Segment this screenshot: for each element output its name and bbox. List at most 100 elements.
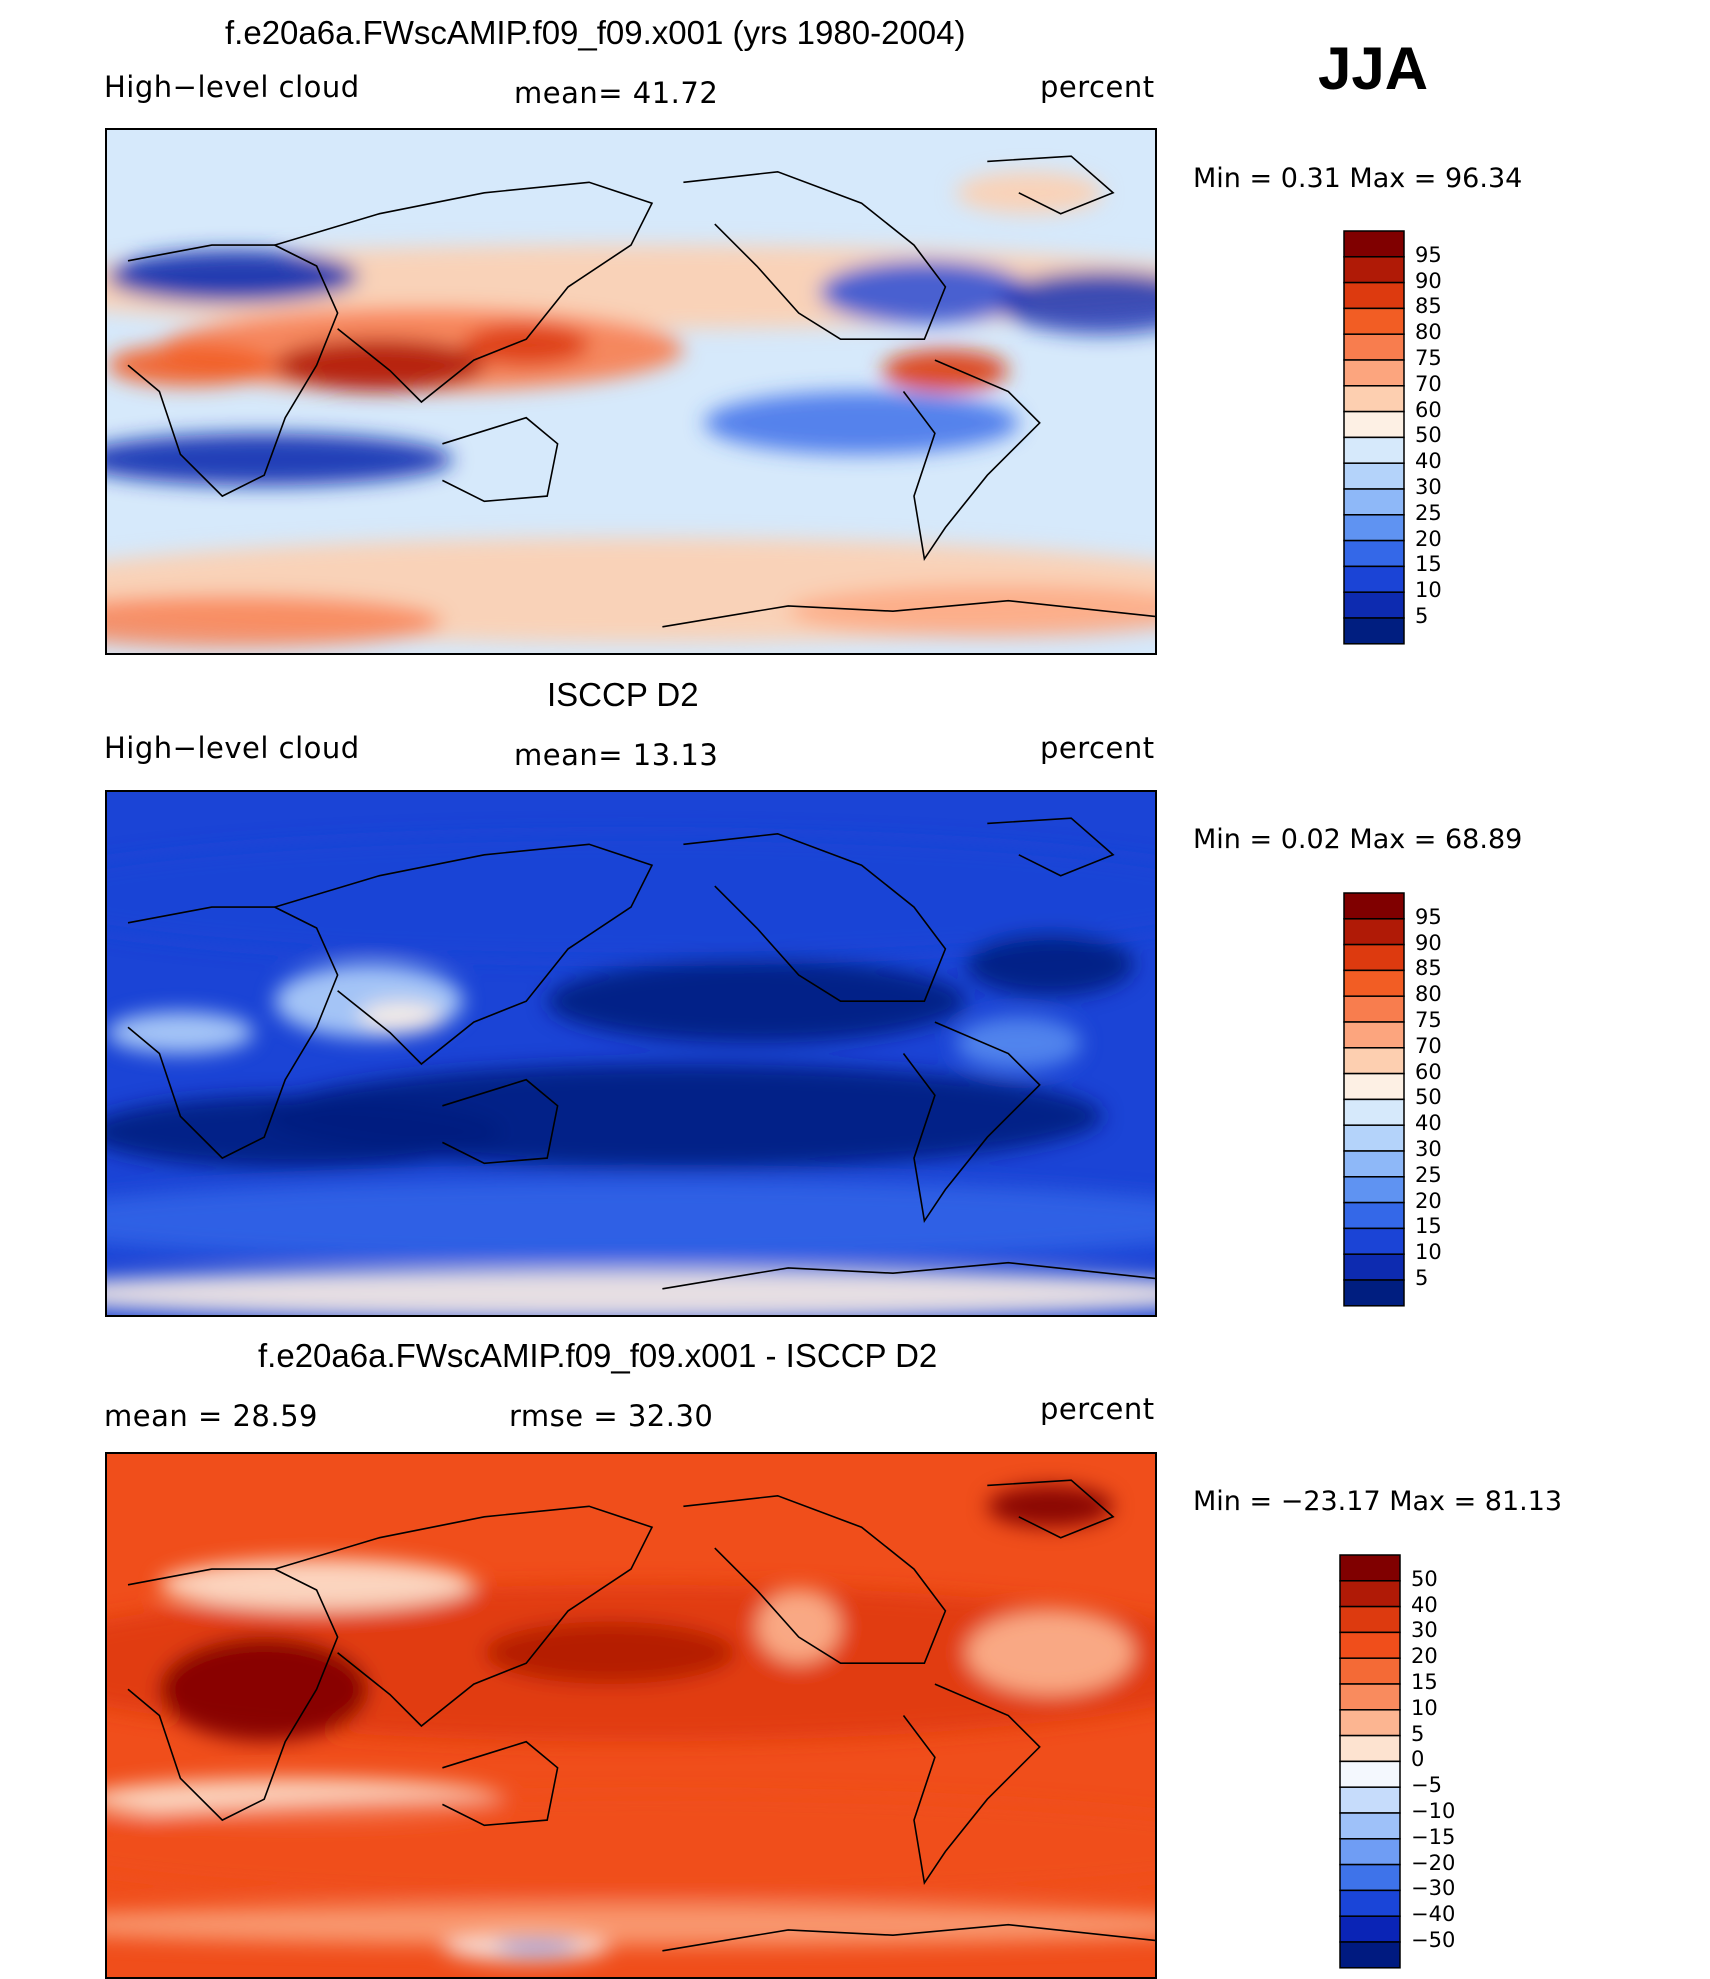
colorbar-tick-label: 75 (1415, 1008, 1442, 1032)
field-contour-region (704, 391, 1019, 455)
colorbar-tick-label: 40 (1415, 449, 1442, 474)
colorbar-tick-label: 40 (1411, 1592, 1438, 1617)
coastline (683, 832, 947, 1002)
colorbar-swatch (1343, 1047, 1405, 1075)
coastline (902, 359, 1041, 562)
colorbar-tick-label: −40 (1411, 1902, 1456, 1927)
coastline (987, 817, 1115, 877)
field-contour-region (159, 1558, 474, 1611)
coastline (987, 155, 1115, 215)
colorbar-tick-label: 20 (1411, 1644, 1438, 1669)
colorbar-swatch (1343, 1072, 1405, 1101)
colorbar-swatch (1343, 359, 1405, 387)
colorbar-swatch (1343, 1021, 1405, 1049)
mean-label-model: mean= 41.72 (514, 76, 719, 110)
field-contour-region (107, 1903, 1155, 1946)
coastline (127, 906, 339, 1160)
colorbar-tick-label: 10 (1415, 578, 1442, 603)
colorbar-tick-label: 0 (1411, 1747, 1425, 1772)
field-contour-region (107, 1267, 1155, 1315)
colorbar-swatch (1343, 385, 1405, 413)
colorbar-swatch (1343, 410, 1405, 439)
mean-label-obs: mean= 13.13 (514, 738, 719, 772)
colorbar-swatch (1339, 1915, 1401, 1943)
colorbar-tick-label: 70 (1415, 371, 1442, 396)
colorbar-swatch (1339, 1580, 1401, 1608)
colorbar-tick-label: 50 (1415, 423, 1442, 448)
colorbar-tick-label: 40 (1415, 1111, 1442, 1136)
colorbar-swatch (1339, 1631, 1401, 1659)
colorbar-swatch (1339, 1889, 1401, 1917)
field-contour-region (987, 1485, 1114, 1528)
colorbar-swatch (1343, 918, 1405, 946)
colorbar-tick-label: 50 (1415, 1085, 1442, 1110)
field-contour-region (107, 1179, 1155, 1263)
colorbar-swatch (1343, 1150, 1405, 1178)
field-label-model: High−level cloud (104, 70, 360, 104)
panel-title-model: f.e20a6a.FWscAMIP.f09_f09.x001 (yrs 1980… (225, 14, 966, 51)
colorbar-swatch (1343, 892, 1405, 920)
colorbar-tick-label: 20 (1415, 1188, 1442, 1213)
coastline (127, 1568, 339, 1822)
field-contour-region (997, 271, 1155, 334)
colorbar-swatch (1343, 1227, 1405, 1255)
colorbar-tick-label: −15 (1411, 1824, 1456, 1849)
field-label-obs: High−level cloud (104, 731, 360, 765)
units-label-diff: percent (1040, 1392, 1155, 1426)
panel-title-diff: f.e20a6a.FWscAMIP.f09_f09.x001 - ISCCP D… (258, 1337, 938, 1374)
colorbar-tick-label: 80 (1415, 320, 1442, 345)
colorbar-swatch (1339, 1941, 1401, 1969)
map-diff (105, 1452, 1157, 1979)
colorbar-tick-label: −20 (1411, 1850, 1456, 1875)
colorbar-tick-label: 50 (1411, 1566, 1438, 1591)
colorbar-swatch (1343, 333, 1405, 361)
coastline (274, 1505, 654, 1728)
colorbar-tick-label: 5 (1415, 604, 1429, 628)
colorbar-swatch (1339, 1786, 1401, 1814)
colorbar-tick-label: 10 (1411, 1695, 1438, 1720)
colorbar-tick-label: 60 (1415, 1059, 1442, 1084)
colorbar-tick-label: −50 (1411, 1928, 1456, 1952)
field-contour-region (107, 1793, 1155, 1899)
field-contour-region (966, 1610, 1135, 1695)
coastline (274, 843, 654, 1066)
colorbar-swatch (1339, 1554, 1401, 1582)
coastline (902, 1021, 1041, 1224)
panel-title-obs: ISCCP D2 (547, 676, 699, 713)
field-contour-region (955, 1016, 1082, 1070)
colorbar-swatch (1339, 1760, 1401, 1788)
colorbar-swatch (1343, 281, 1405, 310)
field-contour-region (882, 349, 1009, 392)
coastline (987, 1479, 1115, 1539)
season-label: JJA (1318, 35, 1429, 102)
field-contour-region (756, 1589, 841, 1664)
field-contour-region (107, 433, 453, 486)
colorbar-tick-label: 30 (1415, 1137, 1442, 1161)
colorbar-tick-label: 75 (1415, 346, 1442, 370)
field-contour-region (107, 1095, 506, 1169)
colorbar-tick-label: −30 (1411, 1876, 1456, 1901)
colorbar-swatch (1343, 1279, 1405, 1307)
colorbar-tick-label: 5 (1415, 1266, 1429, 1290)
colorbar-tick-label: 95 (1415, 904, 1442, 929)
minmax-obs: Min = 0.02 Max = 68.89 (1193, 824, 1523, 855)
colorbar-tick-label: 90 (1415, 268, 1442, 293)
colorbar-tick-label: 70 (1415, 1033, 1442, 1058)
colorbar-swatch (1343, 1176, 1405, 1204)
colorbar-swatch (1339, 1838, 1401, 1866)
colorbar-swatch (1343, 307, 1405, 335)
colorbar-tick-label: 10 (1415, 1240, 1442, 1265)
colorbar-tick-label: 15 (1415, 552, 1442, 577)
field-contour-region (274, 339, 485, 392)
coastline (683, 1494, 947, 1664)
colorbar-tick-label: 25 (1415, 500, 1442, 525)
colorbar-swatch (1343, 591, 1405, 619)
colorbar-swatch (1339, 1863, 1401, 1892)
field-contour-region (107, 250, 359, 303)
coastline (683, 170, 947, 340)
colorbar-swatch (1343, 565, 1405, 593)
coastline (662, 1923, 1155, 1952)
field-contour-region (547, 959, 967, 1044)
colorbar-tick-label: 30 (1411, 1618, 1438, 1643)
colorbar-tick-label: 15 (1411, 1670, 1438, 1694)
